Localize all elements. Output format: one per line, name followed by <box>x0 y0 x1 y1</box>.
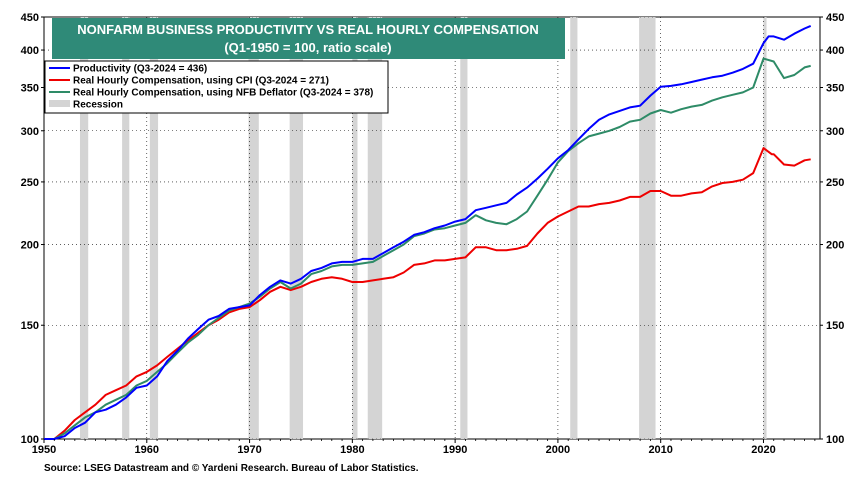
compensation-cpi-line <box>44 147 811 440</box>
recession-band-5 <box>352 17 358 439</box>
xtick-label-2010: 2010 <box>648 444 672 456</box>
recession-band-4 <box>289 17 304 439</box>
recession-band-10 <box>763 17 767 439</box>
ytick-label-right-450: 450 <box>826 12 844 24</box>
y-axis-left-ticks: 100 150 200 250 300 350 400 450 <box>21 12 44 446</box>
recession-band-6 <box>367 17 383 439</box>
compensation-nfb-line <box>44 57 811 440</box>
recession-band-2 <box>149 17 159 439</box>
recession-band-3 <box>248 17 259 439</box>
recession-band-1 <box>122 17 130 439</box>
ytick-label-left-350: 350 <box>21 83 39 95</box>
xtick-label-1950: 1950 <box>32 444 56 456</box>
xtick-label-2020: 2020 <box>751 444 775 456</box>
source-note: Source: LSEG Datastream and © Yardeni Re… <box>44 463 419 474</box>
xtick-label-1990: 1990 <box>443 444 467 456</box>
ytick-label-right-200: 200 <box>826 240 844 252</box>
ytick-label-right-350: 350 <box>826 83 844 95</box>
ytick-label-left-300: 300 <box>21 126 39 138</box>
recession-band-0 <box>79 17 89 439</box>
series-lines <box>44 24 812 440</box>
xtick-label-2000: 2000 <box>546 444 570 456</box>
ytick-label-right-100: 100 <box>826 434 844 446</box>
recession-bands <box>79 17 767 439</box>
chart-subtitle: (Q1-1950 = 100, ratio scale) <box>224 40 391 55</box>
legend-box <box>44 60 389 114</box>
xtick-label-1960: 1960 <box>135 444 159 456</box>
legend-swatch-recession <box>49 100 70 107</box>
ytick-label-left-450: 450 <box>21 12 39 24</box>
xtick-label-1970: 1970 <box>237 444 261 456</box>
ytick-label-right-400: 400 <box>826 45 844 57</box>
recession-band-9 <box>639 17 656 439</box>
recession-band-7 <box>460 17 468 439</box>
title-box: NONFARM BUSINESS PRODUCTIVITY VS REAL HO… <box>52 18 565 59</box>
ytick-label-left-150: 150 <box>21 320 39 332</box>
legend-label-recession: Recession <box>73 100 123 111</box>
ytick-label-right-250: 250 <box>826 177 844 189</box>
productivity-line <box>44 24 812 440</box>
ytick-label-left-250: 250 <box>21 177 39 189</box>
recession-band-8 <box>570 17 578 439</box>
legend-label-productivity: Productivity (Q3-2024 = 436) <box>73 64 207 75</box>
ytick-label-left-200: 200 <box>21 240 39 252</box>
ytick-label-left-100: 100 <box>21 434 39 446</box>
y-axis-right-ticks: 100 150 200 250 300 350 400 450 <box>820 12 844 446</box>
xtick-label-1980: 1980 <box>340 444 364 456</box>
ytick-label-right-300: 300 <box>826 126 844 138</box>
legend-label-compensation-cpi: Real Hourly Compensation, using CPI (Q3-… <box>73 76 329 87</box>
legend: Productivity (Q3-2024 = 436) Real Hourly… <box>44 60 389 114</box>
ytick-label-left-400: 400 <box>21 45 39 57</box>
ytick-label-right-150: 150 <box>826 320 844 332</box>
title-background <box>52 18 565 59</box>
x-axis-ticks: 1950 1960 1970 1980 1990 2000 2010 2020 <box>32 439 816 456</box>
legend-label-compensation-nfb: Real Hourly Compensation, using NFB Defl… <box>73 88 373 99</box>
chart-title: NONFARM BUSINESS PRODUCTIVITY VS REAL HO… <box>77 22 539 37</box>
